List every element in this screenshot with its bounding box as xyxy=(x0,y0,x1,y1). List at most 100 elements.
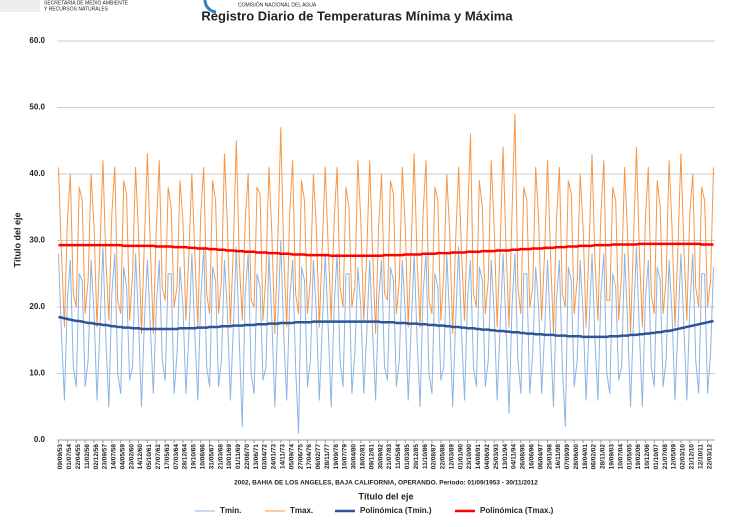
y-tick-label: 50.0 xyxy=(29,103,45,112)
x-tick-label: 19/09/78 xyxy=(333,444,340,470)
x-tick-label: 12/05/09 xyxy=(671,444,678,470)
x-tick-label: 19/10/65 xyxy=(191,444,198,470)
x-tick-label: 23/09/57 xyxy=(102,444,109,470)
x-tick-label: 06/04/97 xyxy=(537,444,544,470)
x-tick-label: 28/12/64 xyxy=(182,444,189,470)
x-tick-label: 05/10/61 xyxy=(146,444,153,470)
y-tick-label: 0.0 xyxy=(34,435,46,444)
x-tick-label: 01/07/54 xyxy=(66,444,73,470)
series-line xyxy=(58,315,714,339)
x-tick-label: 21/07/83 xyxy=(386,444,393,470)
logo-mark xyxy=(0,0,40,12)
chart-subtitle: 2002, BAHIA DE LOS ANGELES, BAJA CALIFOR… xyxy=(234,480,538,487)
x-tick-label: 22/05/88 xyxy=(440,444,447,470)
x-tick-label: 22/03/12 xyxy=(706,444,713,470)
x-tick-label: 16/11/98 xyxy=(555,444,562,469)
legend-label: Tmin. xyxy=(220,506,241,515)
x-tick-label: 17/04/76 xyxy=(306,444,313,470)
x-tick-label: 01/10/07 xyxy=(653,444,660,470)
x-tick-label: 10/07/04 xyxy=(617,444,624,470)
x-tick-label: 21/07/08 xyxy=(662,444,669,470)
x-tick-label: 05/09/74 xyxy=(288,444,295,470)
x-tick-label: 14/12/60 xyxy=(137,444,144,470)
x-axis-title: Título del eje xyxy=(358,491,413,501)
x-tick-label: 01/01/90 xyxy=(457,444,464,470)
x-tick-label: 02/03/10 xyxy=(680,444,687,470)
x-tick-label: 11/02/56 xyxy=(84,444,91,469)
x-tick-label: 13/06/71 xyxy=(253,444,260,470)
x-tick-label: 13/01/94 xyxy=(502,444,509,470)
x-tick-label: 26/08/95 xyxy=(520,444,527,470)
y-tick-label: 10.0 xyxy=(29,369,45,378)
x-tick-label: 11/10/86 xyxy=(422,444,429,469)
x-tick-label: 19/09/03 xyxy=(608,444,615,470)
chart-title: Registro Diario de Temperaturas Mínima y… xyxy=(201,8,513,23)
x-tick-label: 27/06/75 xyxy=(297,444,304,470)
x-tick-label: 06/02/02 xyxy=(591,444,598,470)
x-tick-label: 24/01/73 xyxy=(271,444,278,470)
y-axis-title: Título del eje xyxy=(12,212,22,267)
y-tick-label: 30.0 xyxy=(29,236,45,245)
x-tick-label: 07/09/99 xyxy=(564,444,571,470)
x-tick-label: 04/06/92 xyxy=(484,444,491,470)
series-line xyxy=(58,242,714,258)
x-tick-label: 28/11/02 xyxy=(600,444,607,469)
legend-label: Polinómica (Tmin.) xyxy=(360,506,432,515)
x-tick-label: 20/12/85 xyxy=(413,444,420,470)
x-tick-label: 01/05/05 xyxy=(626,444,633,470)
x-tick-label: 22/08/70 xyxy=(244,444,251,470)
x-tick-label: 25/01/98 xyxy=(546,444,553,470)
x-tick-label: 17/05/63 xyxy=(164,444,171,470)
x-tick-label: 04/05/59 xyxy=(119,444,126,470)
x-tick-label: 14/11/73 xyxy=(279,444,286,469)
x-tick-label: 18/02/81 xyxy=(360,444,367,470)
x-tick-label: 27/07/62 xyxy=(155,444,162,470)
x-tick-label: 12/10/11 xyxy=(697,444,704,469)
x-tick-label: 14/08/91 xyxy=(475,444,482,470)
y-tick-label: 20.0 xyxy=(29,302,45,311)
x-tick-label: 02/12/56 xyxy=(93,444,100,470)
legend-label: Polinómica (Tmax.) xyxy=(480,506,554,515)
x-tick-label: 10/01/69 xyxy=(226,444,233,470)
x-tick-label: 02/08/87 xyxy=(431,444,438,470)
x-tick-label: 04/11/94 xyxy=(511,444,518,469)
x-tick-label: 10/12/06 xyxy=(644,444,651,470)
y-tick-label: 60.0 xyxy=(29,36,45,45)
agency-name: SECRETARÍA DE MEDIO AMBIENTE xyxy=(44,0,129,6)
x-tick-label: 14/07/58 xyxy=(111,444,118,470)
x-tick-label: 18/04/01 xyxy=(582,444,589,470)
x-tick-label: 16/06/96 xyxy=(528,444,535,470)
x-tick-label: 03/04/72 xyxy=(262,444,269,470)
logo-mark xyxy=(203,0,217,14)
x-tick-label: 10/08/66 xyxy=(199,444,206,470)
logo-conagua: COMISIÓN NACIONAL DEL AGUA xyxy=(203,0,317,14)
x-tick-label: 22/04/55 xyxy=(75,444,82,470)
x-tick-label: 09/09/53 xyxy=(57,444,64,470)
x-tick-label: 23/02/60 xyxy=(128,444,135,470)
legend-label: Tmax. xyxy=(290,506,313,515)
series-line xyxy=(57,113,715,335)
x-tick-label: 30/09/82 xyxy=(377,444,384,470)
x-tick-label: 28/11/77 xyxy=(324,444,331,469)
x-tick-label: 11/05/84 xyxy=(395,444,402,469)
x-tick-label: 30/04/80 xyxy=(351,444,358,470)
x-tick-label: 28/06/00 xyxy=(573,444,580,470)
x-tick-label: 07/03/64 xyxy=(173,444,180,470)
x-tick-label: 25/03/93 xyxy=(493,444,500,470)
x-tick-label: 01/03/85 xyxy=(404,444,411,470)
legend: Tmin. Tmax. Polinómica (Tmin.) Polinómica (… xyxy=(195,506,554,515)
series-line xyxy=(57,240,715,434)
y-tick-label: 40.0 xyxy=(29,169,45,178)
x-tick-label: 23/10/90 xyxy=(466,444,473,470)
x-tick-label: 06/02/77 xyxy=(315,444,322,470)
x-tick-label: 21/12/10 xyxy=(689,444,696,470)
x-tick-label: 01/11/69 xyxy=(235,444,242,469)
agency-name: Y RECURSOS NATURALES xyxy=(44,6,109,12)
x-tick-label: 31/05/67 xyxy=(208,444,215,470)
agency-name: COMISIÓN NACIONAL DEL AGUA xyxy=(238,1,317,8)
x-tick-label: 21/03/68 xyxy=(217,444,224,470)
x-tick-label: 19/02/06 xyxy=(635,444,642,470)
x-tick-label: 12/03/89 xyxy=(448,444,455,470)
